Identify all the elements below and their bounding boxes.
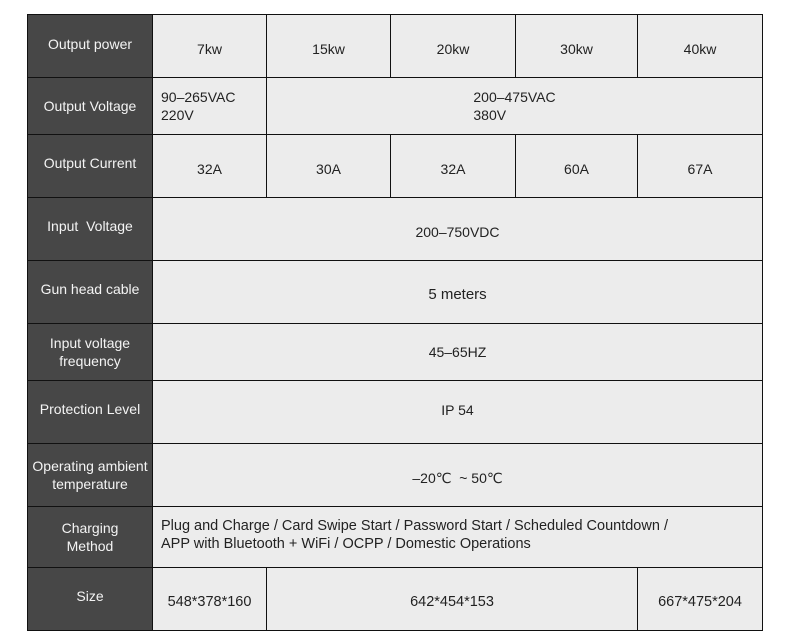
cell: 40kw	[637, 14, 763, 78]
cell: 60A	[515, 134, 638, 198]
cell: IP 54	[152, 380, 763, 444]
row-header: Gun head cable	[27, 260, 153, 324]
header-line: Input voltage	[49, 335, 131, 351]
row-header: Protection Level	[27, 380, 153, 444]
row-header: Size	[27, 567, 153, 631]
row-input-voltage: Input Voltage 200–750VDC	[27, 197, 763, 261]
cell: Plug and Charge / Card Swipe Start / Pas…	[152, 506, 763, 568]
cell-line: 380V	[473, 107, 507, 123]
cell: 90–265VAC 220V	[152, 77, 267, 135]
row-size: Size 548*378*160 642*454*153 667*475*204	[27, 567, 763, 631]
cell: 30A	[266, 134, 391, 198]
row-charging-method: Charging Method Plug and Charge / Card Sw…	[27, 506, 763, 568]
cell-line: APP with Bluetooth + WiFi / OCPP / Domes…	[161, 536, 531, 552]
row-ambient-temperature: Operating ambient temperature –20℃ ~ 50℃	[27, 443, 763, 507]
row-header: Output Voltage	[27, 77, 153, 135]
cell: –20℃ ~ 50℃	[152, 443, 763, 507]
row-header: Input voltage frequency	[27, 323, 153, 381]
cell: 15kw	[266, 14, 391, 78]
row-header: Output power	[27, 14, 153, 78]
cell: 200–750VDC	[152, 197, 763, 261]
cell-line: Plug and Charge / Card Swipe Start / Pas…	[161, 518, 668, 534]
row-protection-level: Protection Level IP 54	[27, 380, 763, 444]
cell: 32A	[390, 134, 516, 198]
header-line: Method	[66, 538, 114, 554]
cell: 5 meters	[152, 260, 763, 324]
row-output-current: Output Current 32A 30A 32A 60A 67A	[27, 134, 763, 198]
header-line: Operating ambient	[32, 458, 148, 474]
cell: 45–65HZ	[152, 323, 763, 381]
row-gun-head-cable: Gun head cable 5 meters	[27, 260, 763, 324]
row-input-frequency: Input voltage frequency 45–65HZ	[27, 323, 763, 381]
cell: 548*378*160	[152, 567, 267, 631]
row-output-voltage: Output Voltage 90–265VAC 220V 200–475VAC 3…	[27, 77, 763, 135]
cell-line: 220V	[161, 107, 194, 123]
cell: 20kw	[390, 14, 516, 78]
cell: 67A	[637, 134, 763, 198]
cell: 642*454*153	[266, 567, 638, 631]
cell: 30kw	[515, 14, 638, 78]
cell: 667*475*204	[637, 567, 763, 631]
row-header: Operating ambient temperature	[27, 443, 153, 507]
cell: 200–475VAC 380V	[266, 77, 763, 135]
cell: 7kw	[152, 14, 267, 78]
header-line: Charging	[61, 520, 119, 536]
row-header: Input Voltage	[27, 197, 153, 261]
cell-line: 200–475VAC	[473, 89, 556, 105]
row-header: Charging Method	[27, 506, 153, 568]
spec-table: Output power 7kw 15kw 20kw 30kw 40kw Out…	[27, 14, 763, 631]
row-header: Output Current	[27, 134, 153, 198]
row-output-power: Output power 7kw 15kw 20kw 30kw 40kw	[27, 14, 763, 78]
cell-line: 90–265VAC	[161, 89, 236, 105]
cell: 32A	[152, 134, 267, 198]
header-line: frequency	[59, 353, 121, 369]
header-line: temperature	[52, 476, 128, 492]
